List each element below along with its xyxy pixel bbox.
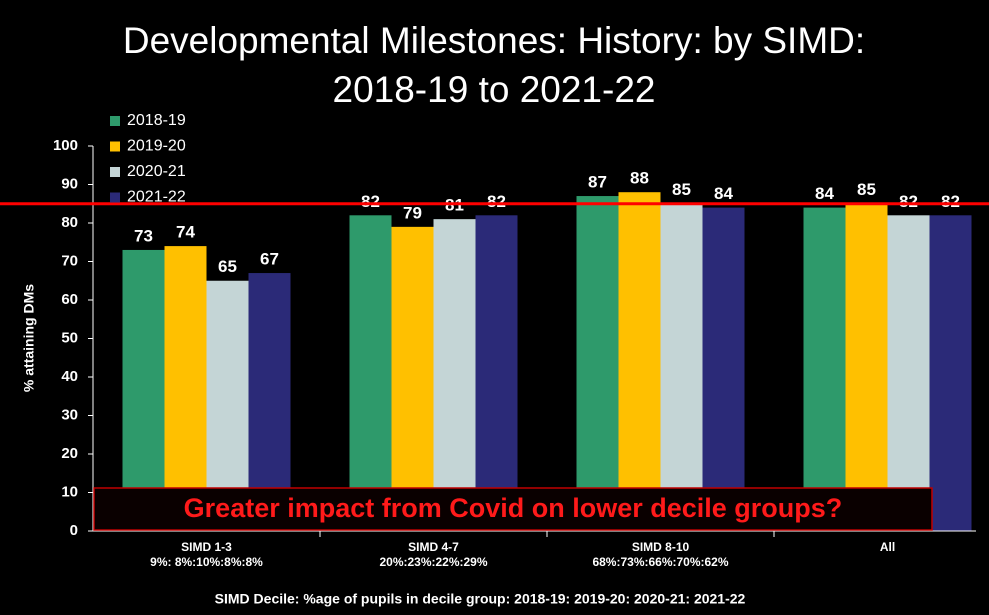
y-tick-label: 30 [61,406,78,423]
bar [349,215,392,532]
bar [660,203,703,531]
data-label: 82 [899,192,918,211]
x-tick-sublabel: 20%:23%:22%:29% [379,555,487,569]
legend-swatch [110,116,120,126]
data-label: 85 [857,180,876,199]
chart-title: 2018-19 to 2021-22 [333,69,656,110]
bar [929,215,972,532]
legend-label: 2019-20 [127,138,186,155]
bar [433,219,476,531]
data-label: 79 [403,203,422,222]
x-tick-label: SIMD 8-10 [632,540,690,554]
y-tick-label: 70 [61,252,78,269]
data-label: 84 [815,184,834,203]
bar [803,207,846,531]
legend-swatch [110,167,120,177]
data-label: 74 [176,223,195,242]
x-tick-sublabel: 9%: 8%:10%:8%:8% [150,555,263,569]
data-label: 65 [218,257,237,276]
legend-label: 2021-22 [127,189,186,206]
y-tick-label: 50 [61,329,78,346]
data-label: 67 [260,250,279,269]
y-tick-label: 60 [61,291,78,308]
y-tick-label: 80 [61,214,78,231]
y-tick-label: 100 [53,137,78,154]
bar [845,203,888,531]
data-label: 88 [630,169,649,188]
x-tick-label: SIMD 1-3 [181,540,232,554]
bar [576,196,619,532]
y-tick-label: 0 [70,522,78,539]
bar [618,192,661,531]
data-label: 82 [361,192,380,211]
y-axis-label: % attaining DMs [21,284,37,392]
legend-label: 2020-21 [127,163,186,180]
y-tick-label: 40 [61,368,78,385]
bar [887,215,930,532]
legend-swatch [110,192,120,203]
y-tick-label: 90 [61,175,78,192]
data-label: 85 [672,180,691,199]
y-tick-label: 20 [61,445,78,462]
footnote: SIMD Decile: %age of pupils in decile gr… [215,591,746,607]
chart-title: Developmental Milestones: History: by SI… [123,20,865,61]
bar [122,249,165,531]
data-label: 87 [588,173,607,192]
legend-swatch [110,141,120,152]
bar [702,207,745,531]
x-tick-label: All [880,540,895,554]
data-label: 82 [941,192,960,211]
data-label: 82 [487,192,506,211]
annotation-box [93,487,933,531]
data-label: 84 [714,184,733,203]
bar [164,246,207,531]
x-tick-sublabel: 68%:73%:66%:70%:62% [592,555,728,569]
x-tick-label: SIMD 4-7 [408,540,459,554]
bar [475,215,518,532]
legend-label: 2018-19 [127,112,186,129]
data-label: 73 [134,226,153,245]
bar [391,226,434,531]
annotation: Greater impact from Covid on lower decil… [184,493,843,523]
y-tick-label: 10 [61,483,78,500]
